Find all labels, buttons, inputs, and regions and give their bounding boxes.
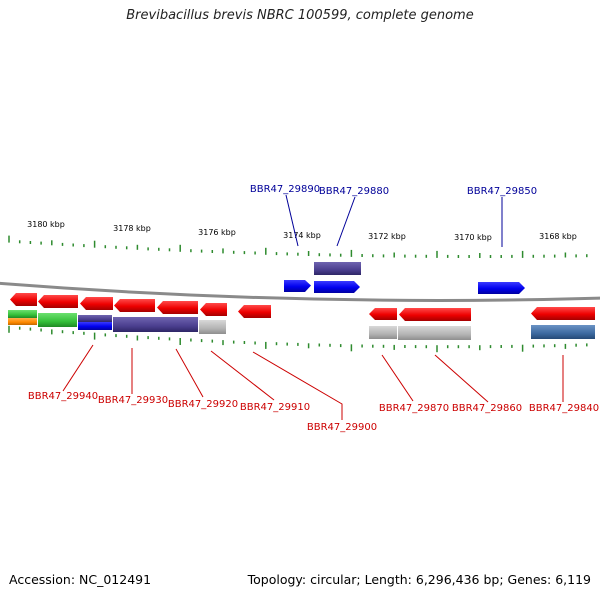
gene-labels-reverse: BBR47_29940 BBR47_29930 BBR47_29920 BBR4… — [28, 391, 599, 433]
gene-BBR47_29910-a[interactable] — [114, 299, 155, 312]
gene-BBR47_29910-b[interactable] — [157, 301, 198, 314]
gene-BBR47_29870[interactable] — [369, 308, 397, 320]
gene-BBR47_29840[interactable] — [531, 307, 595, 320]
cog-bar-gray-2 — [369, 326, 397, 339]
label-BBR47_29920[interactable]: BBR47_29920 — [168, 399, 238, 410]
gene-BBR47_29890[interactable] — [284, 280, 311, 292]
genome-backbone — [0, 281, 600, 302]
cog-bar-blue — [78, 322, 112, 330]
cog-bar-gray-3 — [398, 326, 471, 340]
leader-BBR47_29880 — [336, 196, 356, 247]
accession-text: Accession: NC_012491 — [9, 572, 152, 587]
label-BBR47_29870[interactable]: BBR47_29870 — [379, 403, 449, 414]
scale-label-3178: 3178 kbp — [113, 224, 151, 233]
cog-bar-BBR47_29880 — [314, 262, 361, 275]
cog-bar-green-1 — [8, 310, 37, 318]
cog-bar-purple-1 — [78, 315, 112, 322]
gene-BBR47_29900-b[interactable] — [238, 305, 271, 318]
leader-BBR47_29900 — [252, 351, 343, 420]
gene-BBR47_29920[interactable] — [80, 297, 113, 310]
scale-label-3174: 3174 kbp — [283, 231, 321, 240]
cog-bar-steel — [531, 325, 595, 339]
scale-label-3168: 3168 kbp — [539, 232, 577, 241]
leader-BBR47_29910 — [210, 350, 275, 401]
cog-bar-gray-1 — [199, 320, 226, 334]
genome-title: Brevibacillus brevis NBRC 100599, comple… — [126, 8, 474, 23]
label-BBR47_29930[interactable]: BBR47_29930 — [98, 395, 168, 406]
leader-BBR47_29920 — [175, 348, 204, 398]
label-BBR47_29910[interactable]: BBR47_29910 — [240, 402, 310, 413]
scale-label-3170: 3170 kbp — [454, 233, 492, 242]
gene-BBR47_29940[interactable] — [10, 293, 37, 306]
cog-bar-orange — [8, 318, 37, 325]
label-BBR47_29900[interactable]: BBR47_29900 — [307, 422, 377, 433]
reverse-strand-genes — [8, 293, 595, 340]
cog-bar-purple-2 — [113, 317, 198, 332]
scale-label-3176: 3176 kbp — [198, 228, 236, 237]
cog-bar-green-2 — [38, 313, 77, 327]
label-BBR47_29860[interactable]: BBR47_29860 — [452, 403, 522, 414]
leader-BBR47_29870 — [381, 354, 414, 402]
gene-labels-forward: BBR47_29890 BBR47_29880 BBR47_29850 — [250, 184, 537, 197]
leader-BBR47_29940 — [62, 344, 94, 392]
scale-label-3172: 3172 kbp — [368, 232, 406, 241]
label-BBR47_29850[interactable]: BBR47_29850 — [467, 186, 537, 197]
scale-tick-rows — [8, 235, 588, 353]
gene-BBR47_29860[interactable] — [399, 308, 471, 321]
label-BBR47_29840[interactable]: BBR47_29840 — [529, 403, 599, 414]
gene-BBR47_29880[interactable] — [314, 281, 360, 293]
label-BBR47_29890[interactable]: BBR47_29890 — [250, 184, 320, 195]
leader-BBR47_29890 — [285, 194, 299, 247]
leader-lines — [62, 194, 564, 420]
gene-BBR47_29930[interactable] — [38, 295, 78, 308]
label-BBR47_29940[interactable]: BBR47_29940 — [28, 391, 98, 402]
forward-strand-genes — [284, 262, 525, 294]
leader-BBR47_29860 — [434, 354, 489, 403]
label-BBR47_29880[interactable]: BBR47_29880 — [319, 186, 389, 197]
gene-BBR47_29850[interactable] — [478, 282, 525, 294]
genome-summary-text: Topology: circular; Length: 6,296,436 bp… — [247, 572, 591, 587]
scale-labels: 3180 kbp 3178 kbp 3176 kbp 3174 kbp 3172… — [27, 220, 577, 242]
gene-BBR47_29900-a[interactable] — [200, 303, 227, 316]
scale-label-3180: 3180 kbp — [27, 220, 65, 229]
